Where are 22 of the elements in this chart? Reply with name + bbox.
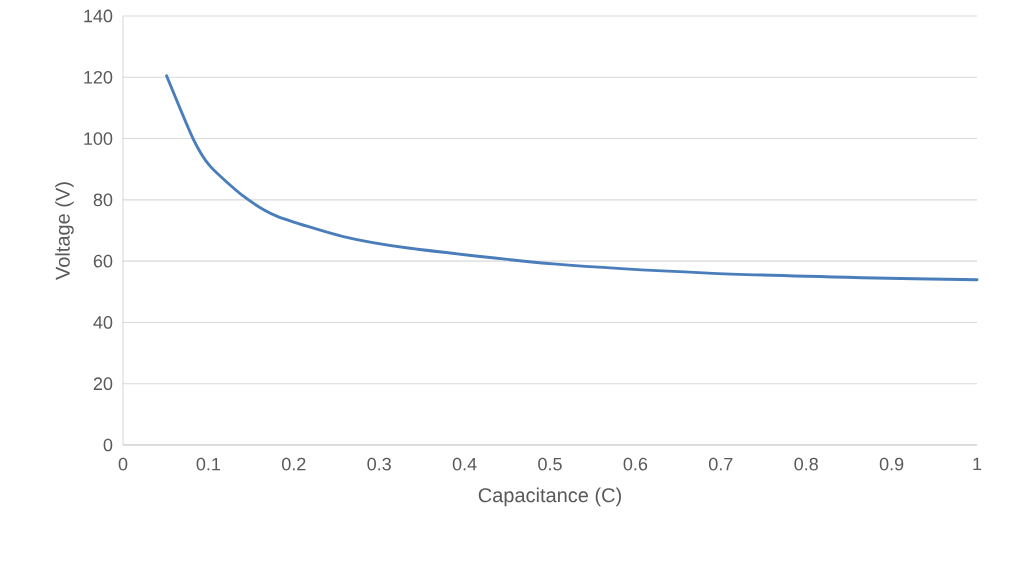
line-series <box>165 74 979 282</box>
y-tick-label: 60 <box>93 254 113 268</box>
x-tick-label: 0.4 <box>452 457 477 471</box>
x-tick-label: 0.9 <box>879 457 904 471</box>
x-tick-label: 0.3 <box>367 457 391 471</box>
y-tick-label: 0 <box>103 438 113 452</box>
y-tick-label: 20 <box>93 377 113 391</box>
x-tick-label: 1 <box>973 457 982 471</box>
y-tick-label: 40 <box>93 316 113 329</box>
y-tick-label: 80 <box>93 193 113 207</box>
y-axis-title: Voltage (V) <box>55 182 74 280</box>
x-tick-label: 0.8 <box>794 457 818 471</box>
x-tick-label: 0.2 <box>282 457 306 471</box>
x-tick-label: 0.6 <box>623 457 648 471</box>
x-axis-title: Capacitance (C) <box>478 487 621 507</box>
x-tick-label: 0.1 <box>196 457 221 471</box>
x-tick-label: 0.7 <box>709 457 733 471</box>
y-tick-label: 140 <box>84 9 113 23</box>
y-tick-label: 120 <box>84 70 113 84</box>
y-tick-label: 100 <box>84 132 113 145</box>
x-tick-label: 0.5 <box>538 457 562 471</box>
x-tick-label: 0 <box>118 457 128 471</box>
